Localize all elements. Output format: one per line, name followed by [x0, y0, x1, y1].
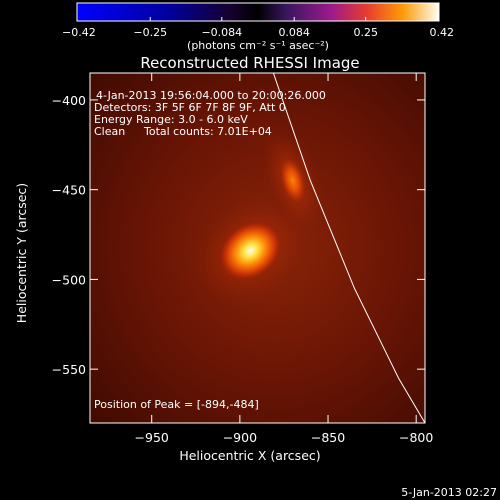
colorbar-units-label: (photons cm⁻² s⁻¹ asec⁻²) [187, 39, 329, 52]
colorbar-tick-label: −0.25 [133, 26, 167, 39]
colorbar-tick-label: −0.42 [62, 26, 96, 39]
chart-title: Reconstructed RHESSI Image [140, 54, 359, 72]
colorbar [77, 3, 439, 21]
annotation-time: 4-Jan-2013 19:56:04.000 to 20:00:26.000 [96, 89, 326, 102]
x-tick-label: −800 [399, 430, 433, 445]
y-tick-label: −400 [52, 93, 86, 108]
y-tick-label: −500 [52, 272, 86, 287]
colorbar-tick-label: 0.25 [353, 26, 378, 39]
colorbar-ticks: −0.42 −0.25 −0.084 0.084 0.25 0.42 [62, 2, 455, 39]
colorbar-tick-label: −0.084 [201, 26, 242, 39]
y-tick-label: −450 [52, 183, 86, 198]
annotation-total-counts: Total counts: 7.01E+04 [143, 125, 272, 138]
annotation-peak-position: Position of Peak = [-894,-484] [94, 398, 259, 411]
y-axis-label: Heliocentric Y (arcsec) [14, 183, 29, 323]
sources [188, 123, 327, 310]
emission-source-2 [279, 156, 307, 205]
x-tick-label: −850 [311, 430, 345, 445]
solar-limb-curve [272, 73, 425, 423]
annotation-energy: Energy Range: 3.0 - 6.0 keV [94, 113, 248, 126]
colorbar-tick-label: 0.084 [278, 26, 310, 39]
colorbar-tick-label: 0.42 [430, 26, 455, 39]
axis-ticks: −950 −900 −850 −800 −400 −450 −500 −550 [52, 73, 433, 445]
emission-source-1 [217, 219, 284, 282]
annotation-detectors: Detectors: 3F 5F 6F 7F 8F 9F, Att 0 [94, 101, 286, 114]
annotation-clean: Clean [94, 125, 125, 138]
colorbar-frame [76, 2, 440, 22]
x-tick-label: −950 [135, 430, 169, 445]
x-axis-label: Heliocentric X (arcsec) [179, 448, 320, 463]
plot-frame [89, 72, 426, 424]
x-tick-label: −900 [223, 430, 257, 445]
footer-date: 5-Jan-2013 02:27 [401, 486, 497, 499]
y-tick-label: −550 [52, 362, 86, 377]
image-area [90, 73, 425, 423]
